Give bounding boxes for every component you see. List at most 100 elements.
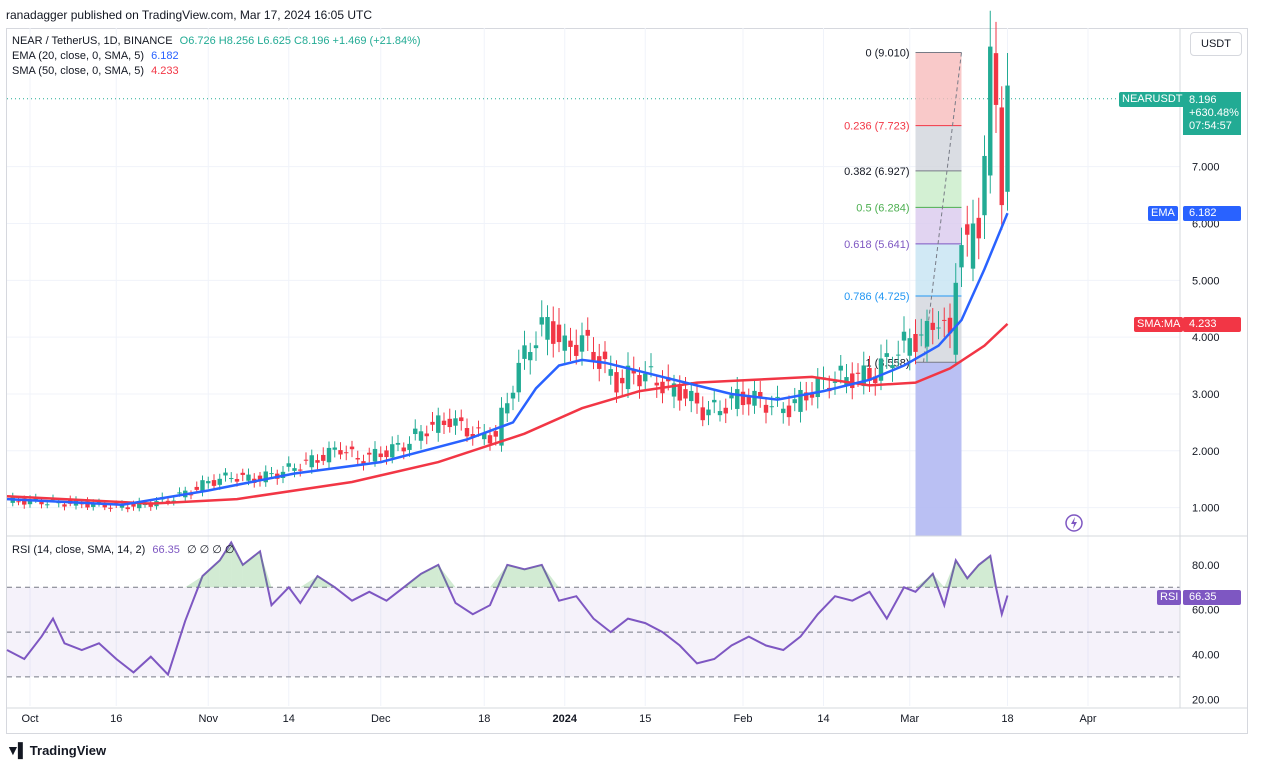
tradingview-logo-icon: ▼▌	[6, 742, 28, 758]
rsi-panel	[6, 540, 1180, 678]
fib-trend-line	[923, 52, 962, 363]
x-tick-label: Oct	[21, 713, 38, 725]
ema-value-tag: 6.182	[1183, 206, 1241, 221]
candle-body	[424, 433, 429, 437]
candle-body	[694, 392, 700, 404]
candle-body	[832, 381, 838, 383]
candle-body	[878, 358, 884, 381]
y-tick-label: 1.000	[1192, 503, 1220, 515]
fib-zone	[915, 52, 962, 126]
candle-body	[786, 405, 792, 418]
candle-body	[574, 344, 579, 356]
rsi-overbought-fill	[317, 576, 335, 588]
candle-body	[384, 450, 389, 458]
candle-body	[315, 460, 320, 463]
candle-body	[338, 450, 343, 455]
candle-body	[815, 377, 820, 398]
candle-body	[91, 502, 96, 507]
rsi-overbought-fill	[202, 560, 220, 588]
candle-body	[430, 421, 435, 425]
candle-body	[838, 365, 843, 371]
candle-body	[735, 389, 740, 409]
candle-body	[234, 479, 240, 482]
candle-body	[769, 406, 774, 408]
moving-averages	[6, 212, 1083, 532]
alert-icon	[1065, 514, 1083, 532]
candle-body	[976, 217, 981, 239]
x-tick-label: 18	[1001, 713, 1013, 725]
candle-body	[62, 504, 67, 507]
candle-body	[131, 503, 136, 507]
fib-level-label: 0.786 (4.725)	[844, 291, 909, 303]
candle-body	[269, 473, 274, 475]
x-tick-label: 18	[478, 713, 490, 725]
candle-body	[568, 340, 573, 347]
candle-body	[919, 334, 924, 336]
y-tick-label: 3.000	[1192, 389, 1220, 401]
candle-body	[407, 443, 412, 450]
candle-body	[447, 418, 452, 428]
tradingview-logo[interactable]: ▼▌ TradingView	[6, 742, 106, 758]
candle-body	[102, 504, 107, 508]
candle-body	[516, 362, 521, 393]
rsi-overbought-fill	[944, 560, 956, 588]
candle-body	[487, 435, 493, 444]
candle-body	[200, 480, 205, 492]
candle-body	[775, 396, 780, 398]
candle-body	[792, 399, 797, 404]
candle-body	[942, 319, 947, 321]
candle-body	[372, 448, 378, 462]
candle-body	[108, 507, 113, 509]
candle-body	[217, 478, 222, 485]
candle-body	[194, 486, 199, 490]
candle-body	[884, 353, 889, 357]
x-tick-label: 15	[639, 713, 651, 725]
candle-body	[648, 366, 654, 368]
candle-body	[654, 382, 659, 386]
candle-body	[608, 369, 613, 376]
candle-body	[936, 327, 941, 329]
candle-body	[257, 475, 263, 481]
candle-body	[298, 469, 303, 471]
candle-body	[579, 335, 585, 352]
rsi-overbought-fill	[185, 576, 203, 588]
candle-body	[924, 320, 930, 347]
candle-body	[171, 500, 176, 502]
ema-tag: EMA	[1148, 206, 1178, 221]
rsi-value-tag: 66.35	[1183, 590, 1241, 605]
candle-body	[326, 447, 332, 463]
legend-rsi-value: 66.35	[152, 544, 180, 556]
candle-body	[671, 383, 677, 397]
fib-extension-zone	[915, 362, 962, 536]
x-tick-label: 16	[110, 713, 122, 725]
candle-body	[45, 504, 50, 506]
rsi-overbought-fill	[242, 551, 260, 588]
candle-body	[321, 454, 326, 461]
x-tick-label: Apr	[1079, 713, 1096, 725]
price-tag: 8.196 +630.48% 07:54:57	[1183, 92, 1241, 135]
legend-sma-value: 4.233	[151, 65, 179, 77]
candle-body	[798, 389, 803, 412]
candle-body	[850, 373, 855, 389]
rsi-overbought-fill	[990, 555, 996, 588]
alert-icon-bolt	[1071, 517, 1077, 529]
legend-rsi-extra: ∅ ∅ ∅ ∅	[186, 544, 235, 556]
price-change: +630.48%	[1189, 107, 1239, 119]
currency-button[interactable]: USDT	[1190, 32, 1242, 56]
candle-body	[533, 345, 539, 349]
candle-body	[125, 507, 130, 510]
candle-body	[453, 418, 458, 426]
candle-body	[309, 455, 314, 468]
candle-body	[896, 354, 901, 356]
candle-body	[206, 481, 211, 484]
candle-body	[482, 433, 487, 440]
fib-zone	[915, 170, 962, 208]
candle-body	[602, 351, 608, 360]
legend-ema-value: 6.182	[151, 50, 179, 62]
candle-body	[223, 472, 228, 476]
rsi-overbought-fill	[300, 576, 318, 588]
candle-body	[625, 365, 631, 390]
candle-body	[528, 351, 533, 361]
rsi-overbought-fill	[932, 573, 945, 588]
